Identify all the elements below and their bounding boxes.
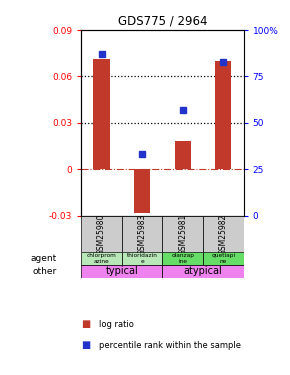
Text: log ratio: log ratio bbox=[99, 320, 133, 329]
Text: chlorprom
azine: chlorprom azine bbox=[86, 253, 117, 264]
Text: ■: ■ bbox=[81, 340, 90, 350]
Text: GSM25983: GSM25983 bbox=[137, 213, 147, 255]
Bar bbox=[162, 252, 203, 265]
Text: GSM25980: GSM25980 bbox=[97, 213, 106, 255]
Bar bbox=[81, 216, 122, 252]
Text: typical: typical bbox=[106, 266, 138, 276]
Text: GSM25982: GSM25982 bbox=[219, 213, 228, 255]
Bar bbox=[122, 252, 162, 265]
Text: ■: ■ bbox=[81, 320, 90, 329]
Bar bbox=[175, 141, 191, 170]
Bar bbox=[162, 216, 203, 252]
Bar bbox=[203, 252, 244, 265]
Bar bbox=[122, 216, 162, 252]
Text: atypical: atypical bbox=[184, 266, 222, 276]
Text: olanzap
ine: olanzap ine bbox=[171, 253, 194, 264]
Text: thioridazin
e: thioridazin e bbox=[127, 253, 157, 264]
Bar bbox=[203, 216, 244, 252]
Text: percentile rank within the sample: percentile rank within the sample bbox=[99, 340, 241, 350]
Bar bbox=[134, 170, 150, 213]
Title: GDS775 / 2964: GDS775 / 2964 bbox=[118, 15, 207, 27]
Text: quetiapi
ne: quetiapi ne bbox=[211, 253, 235, 264]
Bar bbox=[93, 59, 110, 170]
Text: other: other bbox=[32, 267, 57, 276]
Bar bbox=[215, 61, 231, 170]
Bar bbox=[81, 252, 122, 265]
Text: GSM25981: GSM25981 bbox=[178, 213, 187, 255]
Bar bbox=[162, 265, 244, 278]
Bar bbox=[81, 265, 162, 278]
Text: agent: agent bbox=[30, 254, 57, 263]
